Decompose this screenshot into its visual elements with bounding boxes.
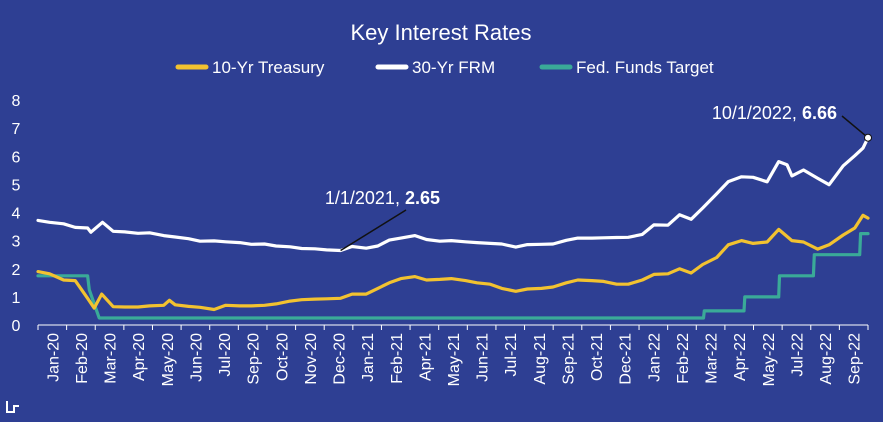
x-tick-label: Feb-22 xyxy=(675,333,692,384)
x-tick-label: Jul-20 xyxy=(217,333,234,377)
y-tick-label: 5 xyxy=(12,177,21,194)
x-tick-label: Mar-22 xyxy=(704,333,721,384)
legend-item: 10-Yr Treasury xyxy=(175,58,325,77)
plot-area xyxy=(36,136,870,320)
legend-label: Fed. Funds Target xyxy=(576,58,714,77)
x-tick-label: Jan-21 xyxy=(360,333,377,382)
x-tick-label: Sep-20 xyxy=(246,333,263,385)
corner-step-icon xyxy=(6,401,19,413)
y-tick-label: 2 xyxy=(12,262,21,279)
series-line-30-yr-frm xyxy=(36,136,870,253)
legend-item: 30-Yr FRM xyxy=(375,58,495,77)
series-line-fed-funds-target xyxy=(36,232,870,320)
x-tick-label: Sep-21 xyxy=(560,333,577,385)
y-tick-label: 8 xyxy=(12,93,21,110)
annotation-label: 10/1/2022, 6.66 xyxy=(712,103,837,123)
x-tick-label: Aug-22 xyxy=(818,333,835,385)
y-axis: 0 1 2 3 4 5 6 7 8 xyxy=(12,93,21,335)
x-tick-label: May-21 xyxy=(446,333,463,386)
y-tick-label: 7 xyxy=(12,121,21,138)
series-line-10-yr-treasury xyxy=(36,213,870,312)
legend-label: 10-Yr Treasury xyxy=(212,58,325,77)
annotation-date: 1/1/2021, xyxy=(325,188,405,208)
x-tick-label: Feb-21 xyxy=(389,333,406,384)
y-tick-label: 4 xyxy=(12,206,21,223)
x-tick-label: Oct-21 xyxy=(589,333,606,381)
x-tick-label: Jul-22 xyxy=(789,333,806,377)
x-tick-label: Jun-20 xyxy=(188,333,205,382)
x-tick-label: Apr-21 xyxy=(417,333,434,381)
x-tick-label: Dec-20 xyxy=(332,333,349,385)
x-tick-label: Mar-20 xyxy=(103,333,120,384)
annotation: 1/1/2021, 2.65 xyxy=(325,188,440,252)
x-tick-label: Aug-21 xyxy=(532,333,549,385)
x-tick-label: Jan-20 xyxy=(45,333,62,382)
annotation-label: 1/1/2021, 2.65 xyxy=(325,188,440,208)
legend-item: Fed. Funds Target xyxy=(539,58,714,77)
x-tick-label: Nov-20 xyxy=(303,333,320,385)
y-tick-label: 6 xyxy=(12,149,21,166)
annotations: 1/1/2021, 2.65 10/1/2022, 6.66 xyxy=(325,103,872,252)
x-tick-label: Dec-21 xyxy=(618,333,635,385)
annotation-value: 2.65 xyxy=(405,188,440,208)
x-axis: Jan-20 Feb-20 Mar-20 Apr-20 May-20 Jun-20 Jul-… xyxy=(37,324,869,386)
annotation-value: 6.66 xyxy=(802,103,837,123)
legend: 10-Yr Treasury 30-Yr FRM Fed. Funds Target xyxy=(175,58,714,77)
x-tick-label: Jul-21 xyxy=(503,333,520,377)
annotation-date: 10/1/2022, xyxy=(712,103,802,123)
annotation: 10/1/2022, 6.66 xyxy=(712,103,872,142)
y-tick-label: 0 xyxy=(12,318,21,335)
x-tick-label: Jun-21 xyxy=(475,333,492,382)
chart-title: Key Interest Rates xyxy=(351,20,532,45)
annotation-leader-line xyxy=(841,115,869,139)
x-tick-label: May-22 xyxy=(761,333,778,386)
annotation-marker xyxy=(864,133,872,142)
legend-label: 30-Yr FRM xyxy=(412,58,495,77)
x-tick-label: Feb-20 xyxy=(74,333,91,384)
x-tick-label: May-20 xyxy=(160,333,177,386)
annotation-leader-line xyxy=(340,209,407,252)
x-tick-label: Apr-22 xyxy=(732,333,749,381)
x-tick-label: Jan-22 xyxy=(646,333,663,382)
x-tick-label: Apr-20 xyxy=(131,333,148,381)
y-tick-label: 1 xyxy=(12,290,21,307)
x-tick-label: Oct-20 xyxy=(274,333,291,381)
y-tick-label: 3 xyxy=(12,234,21,251)
x-tick-label: Sep-22 xyxy=(847,333,864,385)
